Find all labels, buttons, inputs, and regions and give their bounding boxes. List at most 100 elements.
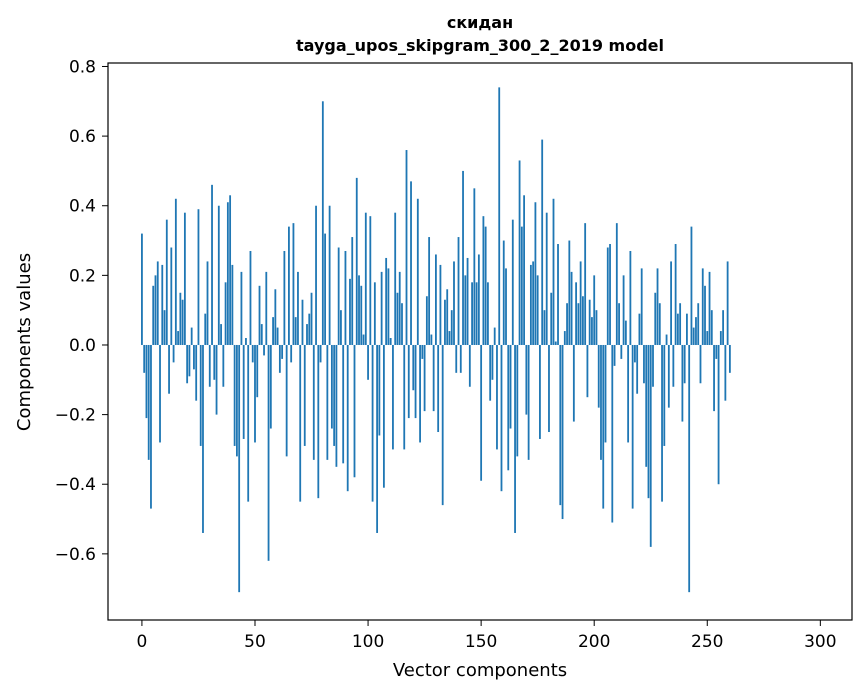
bar: [416, 198, 419, 345]
bar: [728, 344, 731, 373]
y-axis-label: Components values: [14, 253, 35, 431]
bar: [652, 344, 654, 387]
bar: [231, 264, 234, 345]
bar: [294, 317, 297, 345]
bar: [276, 327, 279, 345]
bar: [378, 344, 381, 436]
bar: [213, 344, 216, 380]
bar: [611, 344, 614, 523]
y-tick-label: −0.2: [55, 406, 96, 426]
bar: [439, 264, 442, 345]
bar: [217, 205, 220, 345]
bar: [172, 344, 175, 363]
bar: [432, 344, 435, 412]
bar: [484, 226, 487, 345]
bar: [364, 212, 367, 345]
y-tick-label: 0.8: [69, 57, 96, 77]
bar: [156, 261, 159, 345]
plot-frame: [107, 62, 853, 621]
bar: [649, 344, 652, 547]
bar: [254, 344, 256, 443]
bar: [715, 344, 718, 359]
bar: [719, 331, 722, 345]
bar: [317, 344, 320, 499]
bar: [624, 320, 627, 345]
bar: [722, 310, 725, 345]
bar: [713, 344, 715, 412]
x-tick-label: 200: [578, 632, 610, 652]
chart-title: скидан: [447, 13, 513, 32]
x-axis: 0 50 100 150 200 250 300: [137, 620, 837, 652]
bar: [344, 250, 347, 345]
bar: [315, 205, 317, 345]
bar: [321, 101, 324, 345]
bar: [233, 344, 236, 446]
bar: [224, 282, 227, 345]
bar: [717, 344, 720, 485]
bar: [663, 344, 666, 446]
bar: [398, 271, 401, 345]
bar: [577, 303, 580, 345]
bar: [260, 324, 263, 345]
bar: [281, 344, 284, 359]
bar: [441, 344, 444, 506]
bar: [358, 275, 360, 345]
bar: [645, 344, 648, 467]
bar: [145, 344, 148, 419]
x-axis-label: Vector components: [393, 660, 567, 681]
bar: [581, 296, 584, 345]
y-tick-label: 0.6: [69, 127, 96, 147]
bar: [303, 344, 306, 446]
bar: [543, 310, 546, 345]
bar: [520, 226, 523, 345]
bar: [421, 344, 424, 359]
bar: [152, 285, 155, 345]
bar: [301, 299, 304, 345]
bar: [290, 344, 293, 363]
bar: [337, 247, 340, 345]
y-tick-label: 0.2: [69, 266, 96, 286]
bar: [382, 344, 385, 488]
bar: [265, 271, 268, 345]
bar: [285, 344, 288, 457]
bar: [407, 344, 410, 419]
bar: [455, 344, 458, 373]
bar: [245, 338, 247, 345]
bar: [206, 261, 209, 345]
bar: [335, 344, 338, 467]
bar: [362, 334, 365, 345]
bar: [177, 331, 180, 345]
bar: [586, 344, 589, 398]
bar: [453, 261, 455, 345]
bar: [226, 202, 229, 345]
bar: [613, 344, 616, 366]
bar: [199, 344, 202, 446]
bar: [193, 344, 195, 370]
bar: [202, 344, 204, 533]
bar: [482, 216, 485, 345]
bar: [670, 261, 672, 345]
bar: [710, 310, 713, 345]
bar: [346, 344, 349, 492]
bar: [450, 310, 453, 345]
x-tick-label: 300: [804, 632, 836, 652]
bar: [181, 299, 184, 345]
bar: [658, 303, 661, 345]
x-tick-label: 100: [352, 632, 384, 652]
bar: [247, 344, 250, 502]
bar: [548, 344, 550, 433]
bar: [539, 344, 541, 439]
bar: [412, 344, 415, 391]
bar: [222, 344, 225, 387]
bar: [561, 344, 564, 520]
bar: [604, 344, 607, 443]
bar: [498, 87, 501, 345]
bar: [631, 344, 634, 509]
bar: [629, 250, 632, 345]
bar: [435, 254, 437, 345]
bar: [532, 261, 535, 345]
bar: [507, 344, 510, 471]
bar: [489, 344, 492, 401]
bar: [351, 237, 354, 345]
bar: [326, 344, 329, 460]
